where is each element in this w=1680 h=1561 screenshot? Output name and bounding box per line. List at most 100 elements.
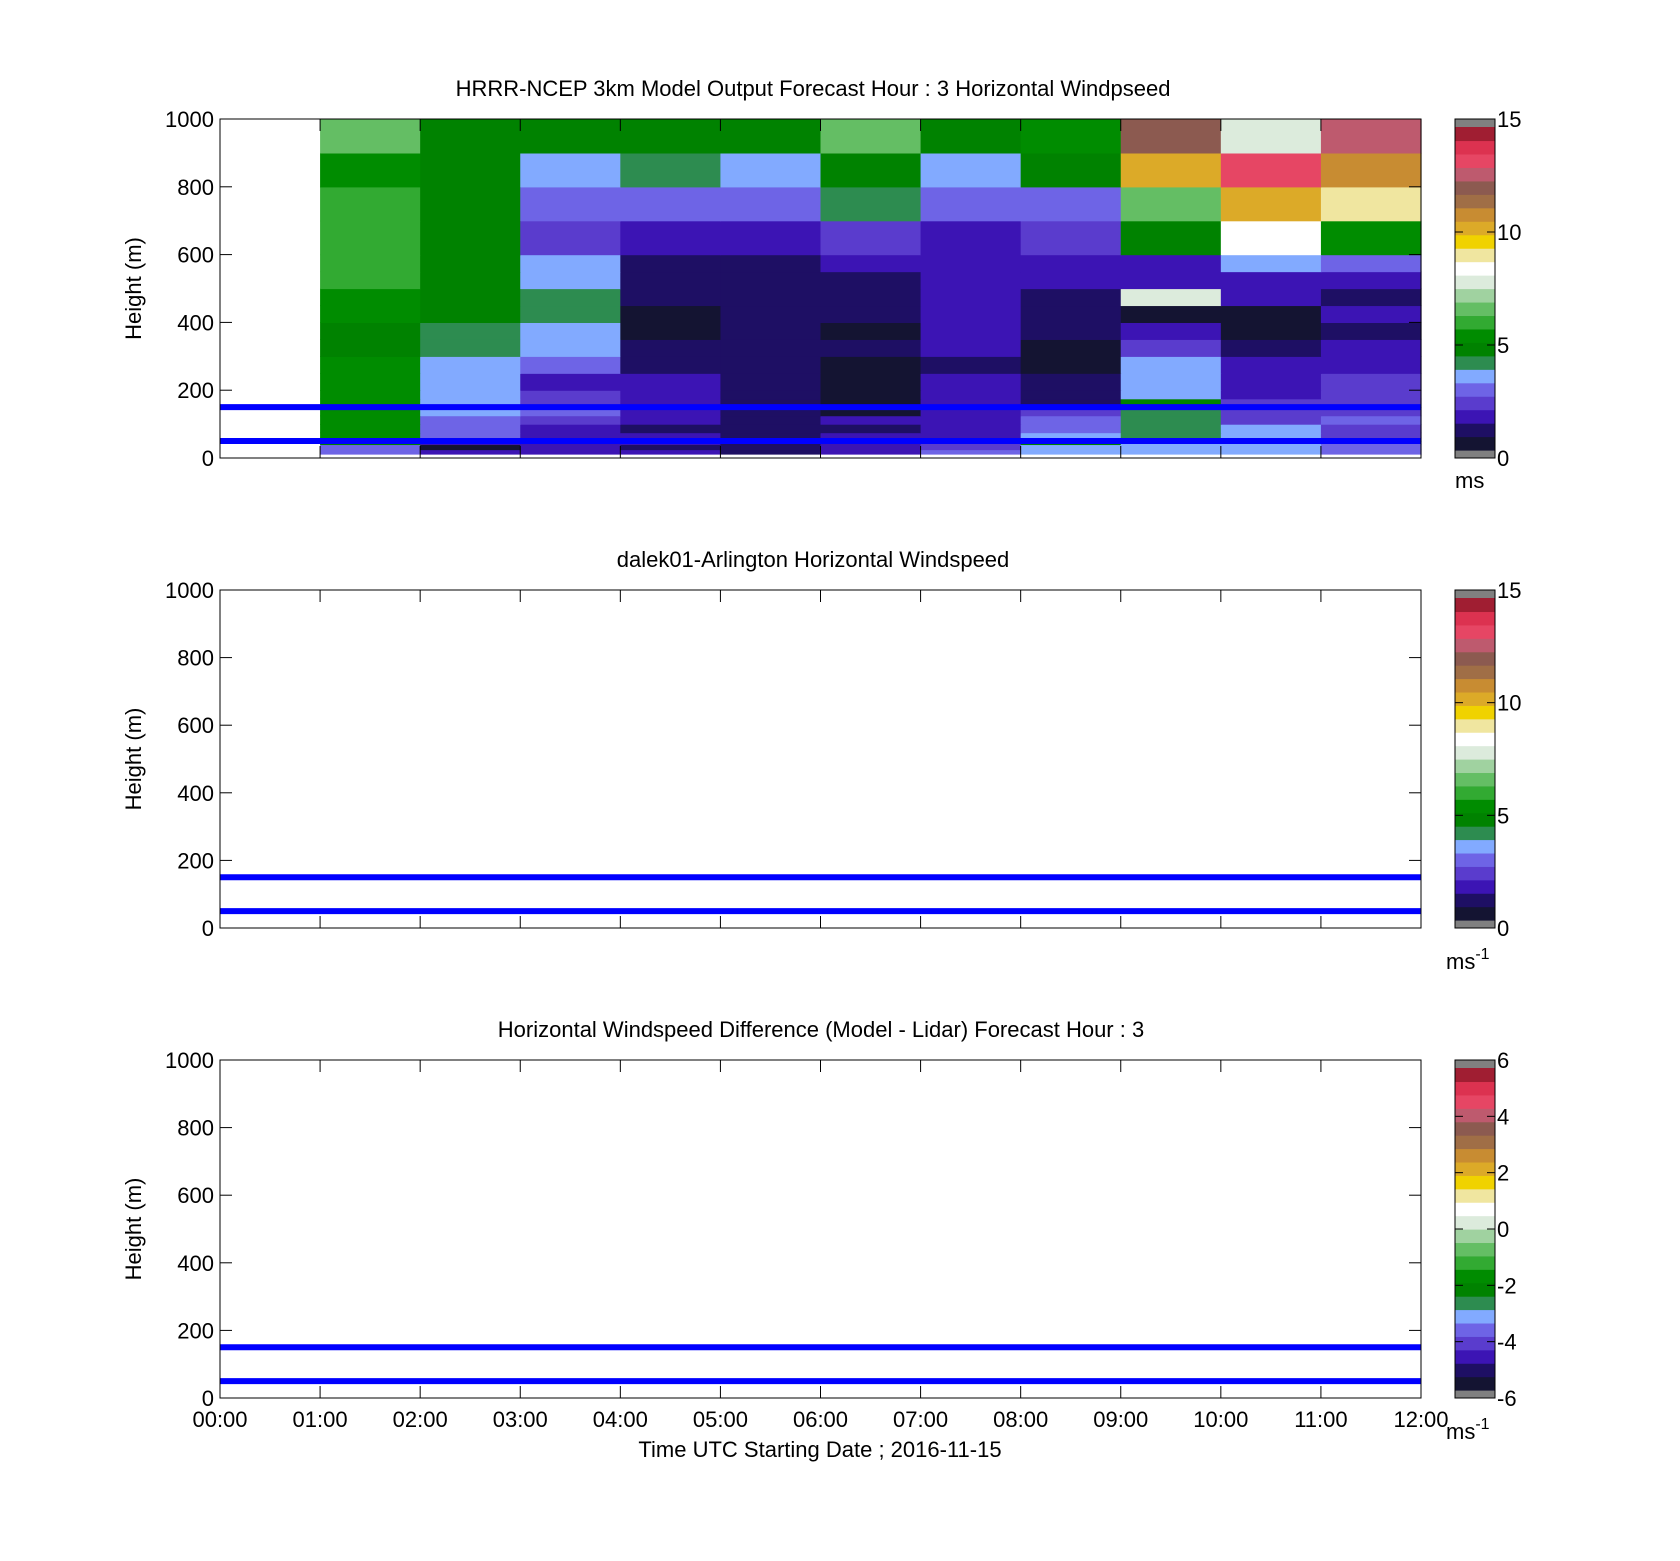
heatmap-cell (1120, 254, 1222, 273)
colorbar-swatch (1455, 1322, 1495, 1337)
colorbar-swatch (1455, 624, 1495, 639)
colorbar-swatch (1455, 1108, 1495, 1123)
colorbar-tick-label: -6 (1497, 1386, 1517, 1411)
heatmap-cell (1220, 373, 1322, 391)
colorbar-unit: ms-1 (1446, 1416, 1490, 1444)
heatmap-cell (820, 119, 922, 154)
y-tick-label: 800 (177, 175, 214, 200)
heatmap-cell (420, 186, 521, 222)
colorbar-tick-label: -4 (1497, 1330, 1517, 1355)
colorbar-swatch (1455, 799, 1495, 814)
x-axis (219, 590, 1422, 928)
x-tick-label: 08:00 (993, 1407, 1048, 1432)
heatmap-cell (1020, 220, 1122, 256)
heatmap-cell (320, 220, 421, 256)
colorbar-tick-label: 5 (1497, 333, 1509, 358)
heatmap-cell (1320, 390, 1422, 400)
heatmap-cell (420, 407, 521, 417)
heatmap-cell (420, 288, 521, 307)
heatmap-cell (1220, 454, 1322, 458)
heatmap-cell (420, 415, 521, 425)
heatmap-cell (320, 390, 421, 400)
heatmap-cell (820, 305, 922, 323)
colorbar-swatch (1455, 315, 1495, 330)
heatmap-cell (1320, 449, 1422, 456)
colorbar-swatch (1455, 1229, 1495, 1244)
heatmap-cell (1120, 152, 1222, 188)
heatmap-cell (720, 271, 822, 290)
heatmap-cell (1120, 390, 1222, 400)
colorbar-swatch (1455, 598, 1495, 613)
colorbar-tick-label: 15 (1497, 578, 1521, 603)
heatmap-cell (720, 454, 822, 458)
colorbar-underflow (1455, 1390, 1495, 1398)
heatmap-cell (1120, 356, 1222, 374)
heatmap-cell (1120, 220, 1222, 256)
heatmap-cell (520, 424, 621, 434)
heatmap-cell (520, 373, 621, 391)
heatmap-cell (820, 186, 922, 222)
colorbar-swatch (1455, 785, 1495, 800)
colorbar-tick-label: 0 (1497, 446, 1509, 471)
heatmap-cell (520, 339, 621, 357)
x-tick-label: 09:00 (1093, 1407, 1148, 1432)
heatmap-cell (320, 398, 421, 408)
colorbar-swatch (1455, 812, 1495, 827)
heatmap-cell (620, 186, 722, 222)
heatmap-cell (1320, 288, 1422, 307)
heatmap-cell (920, 373, 1022, 391)
heatmap-cell (420, 339, 521, 357)
heatmap-cell (320, 424, 421, 434)
colorbar-swatch (1455, 1269, 1495, 1284)
heatmap-cell (1320, 305, 1422, 323)
x-tick-label: 06:00 (793, 1407, 848, 1432)
heatmap-cell (520, 271, 621, 290)
x-tick-label: 01:00 (293, 1407, 348, 1432)
heatmap-cell (920, 449, 1022, 456)
heatmap-cell (620, 119, 722, 154)
heatmap-cell (820, 356, 922, 374)
heatmap-cell (620, 288, 722, 307)
heatmap-cell (620, 152, 722, 188)
heatmap-cell (920, 186, 1022, 222)
colorbar-swatch (1455, 127, 1495, 142)
heatmap-cell (320, 339, 421, 357)
panel-title: Horizontal Windspeed Difference (Model -… (498, 1017, 1144, 1042)
colorbar-swatch (1455, 275, 1495, 290)
colorbar-overflow (1455, 119, 1495, 127)
heatmap-cell (620, 322, 722, 340)
heatmap-cell (1220, 432, 1322, 439)
heatmap-cell (520, 322, 621, 340)
colorbar-swatch (1455, 678, 1495, 693)
heatmap-cell (1120, 373, 1222, 391)
colorbar-underflow (1455, 920, 1495, 928)
heatmap-cell (720, 339, 822, 357)
y-tick-label: 1000 (165, 578, 214, 603)
heatmap-cell (820, 373, 922, 391)
heatmap-cell (1320, 398, 1422, 408)
heatmap-cell (420, 449, 521, 456)
heatmap-cell (1020, 454, 1122, 458)
colorbar-swatch (1455, 772, 1495, 787)
heatmap-cell (320, 407, 421, 417)
heatmap-cell (620, 373, 722, 391)
colorbar-swatch (1455, 759, 1495, 774)
colorbar-swatch (1455, 1349, 1495, 1364)
heatmap-cell (720, 424, 822, 434)
colorbar-swatch (1455, 1336, 1495, 1351)
heatmap-cell (320, 415, 421, 425)
heatmap-cell (1020, 373, 1122, 391)
colorbar-swatch (1455, 705, 1495, 720)
heatmap-cell (820, 407, 922, 417)
heatmap-cell (1020, 407, 1122, 417)
heatmap-cell (820, 449, 922, 456)
colorbar-swatch (1455, 342, 1495, 357)
colorbar-swatch (1455, 839, 1495, 854)
heatmap-cell (1320, 220, 1422, 256)
heatmap-cell (1220, 415, 1322, 425)
colorbar-swatch (1455, 1202, 1495, 1217)
colorbar-swatch (1455, 826, 1495, 841)
heatmap-cell (920, 415, 1022, 425)
heatmap-cell (1320, 152, 1422, 188)
reference-lines (220, 404, 1421, 445)
